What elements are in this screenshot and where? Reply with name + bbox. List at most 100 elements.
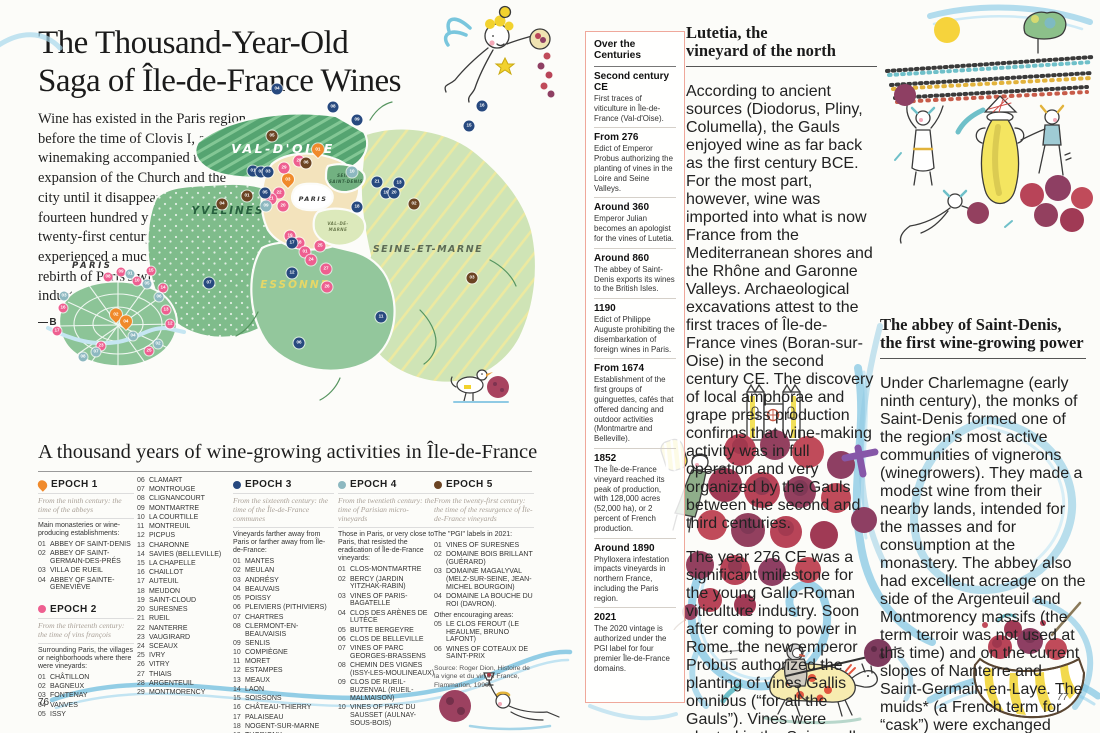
epoch-dot-icon	[338, 480, 346, 489]
epoch-4-list: 01 CLOS-MONTMARTRE 02 BERCY (JARDIN YITZHAK…	[338, 566, 435, 727]
timeline-entry: 1852 The Île-de-France vineyard reached …	[594, 449, 676, 539]
article-title: Lutetia, the vineyard of the north	[686, 23, 836, 61]
list-item: 01 VINES OF SURESNES	[434, 541, 520, 549]
list-item: 10 LA COURTILLE	[137, 513, 199, 521]
list-item: 06 CLAMART	[137, 477, 183, 484]
article-abbey: The abbey of Saint-Denis, the first wine…	[880, 315, 1086, 733]
list-item: 21 RUEIL	[137, 615, 170, 623]
list-item: 03 VILLA DE RUEIL	[38, 567, 103, 575]
list-item: 01 CHÂTILLON	[38, 673, 90, 681]
timeline-date: From 1674	[594, 363, 645, 375]
list-item: 19THORIGNY	[233, 732, 334, 733]
epoch-1-header: EPOCH 1	[35, 477, 134, 492]
epoch-1-description: Main monasteries or wine-producing estab…	[38, 521, 121, 538]
list-item: 04 DOMAINE LA BOUCHE DU ROI (DAVRON).	[434, 593, 533, 608]
timeline-text: Edict of Philippe Auguste prohibiting th…	[594, 315, 675, 354]
list-item: 20 SURESNES	[137, 606, 188, 614]
timeline-text: Emperor Julian becomes an apologist for …	[594, 214, 674, 243]
epoch-column-2: 06 CLAMART 07 MONTROUGE 08 CLIGNANCOURT 09 MONT…	[137, 477, 232, 698]
timeline-entry: Around 360 Emperor Julian becomes an apo…	[594, 198, 676, 249]
epoch-5-label: EPOCH 5	[446, 479, 493, 490]
list-item: 01 ABBEY OF SAINT-DENIS	[38, 541, 131, 549]
epoch-column-4: EPOCH 4 From the twentieth century: the …	[338, 477, 435, 729]
epoch-3-period: From the sixteenth century: the time of …	[233, 493, 334, 528]
list-item: 03 ANDRÉSY	[233, 576, 279, 584]
region-label-yvelines: YVELINES	[191, 205, 264, 217]
timeline-date: Around 860	[594, 252, 650, 264]
list-item: 15 SOISSONS	[233, 695, 282, 703]
list-item: 13 MEAUX	[233, 676, 270, 684]
list-item: 02 MEULAN	[233, 567, 275, 575]
list-item: 24 SCEAUX	[137, 642, 178, 650]
list-item: 27 THIAIS	[137, 670, 172, 678]
article-lutetia: Lutetia, the vineyard of the north Accor…	[686, 23, 877, 733]
list-item: 13 CHARONNE	[137, 541, 190, 549]
list-item: 04 BEAUVAIS	[233, 585, 280, 593]
list-item: 02 BERCY (JARDIN YITZHAK-RABIN)	[338, 575, 406, 591]
article-rule	[880, 357, 1086, 359]
timeline-date: 1852	[594, 452, 617, 464]
list-item: 05 BUTTE BERGEYRE	[338, 626, 414, 634]
epoch-5-header: EPOCH 5	[434, 479, 534, 490]
region-label-paris: PARIS	[299, 195, 328, 203]
article-title: The abbey of Saint-Denis, the first wine…	[880, 315, 1084, 353]
list-item: 29 MONTMORENCY	[137, 689, 206, 697]
ep och-2-list-continued: 06 CLAMART 07 MONTROUGE 08 CLIGNANCOURT 09 MONT…	[137, 477, 232, 697]
page-number-right: 77	[1057, 692, 1069, 703]
gauls-amphora-illustration	[885, 11, 1095, 244]
epoch-1-period: From the ninth century: the time of the …	[38, 493, 134, 519]
list-item: 23 VAUGIRARD	[137, 633, 191, 641]
page-title-line1: The Thousand-Year-Old	[38, 25, 349, 61]
epoch-5-other-label: Other encouraging areas:	[434, 611, 514, 619]
epoch-4-period: From the twentieth century: the time of …	[338, 493, 435, 528]
timeline-text: First traces of viticulture in Île-de-Fr…	[594, 94, 664, 123]
region-label-seine-et-marne: SEINE-ET-MARNE	[373, 244, 483, 255]
section-rule	[38, 471, 532, 472]
list-item: 28 ARGENTEUIL	[137, 679, 194, 687]
timeline-entry: From 1674 Establishment of the first gro…	[594, 359, 676, 449]
list-item: 04 CLOS DES ARÈNES DE LUTÈCE	[338, 609, 428, 625]
list-item: 17 PALAISEAU	[233, 713, 284, 721]
list-item: 18 MEUDON	[137, 587, 181, 595]
seine-river	[46, 325, 186, 346]
timeline-date: Around 360	[594, 202, 650, 214]
list-item: 04 VANVES	[38, 701, 78, 709]
epoch-4-header: EPOCH 4	[338, 479, 435, 490]
epoch-column-1: EPOCH 1 From the ninth century: the time…	[35, 477, 134, 720]
list-item: 14 LAON	[233, 685, 265, 693]
list-item: 11 MONTREUIL	[137, 523, 191, 531]
list-item: 16 CHÂTEAU-THIERRY	[233, 704, 312, 712]
epoch-5-list: 01 VINES OF SURESNES 02 DOMAINE BOIS BRILLA…	[434, 542, 534, 609]
timeline-date: Second century CE	[594, 71, 670, 93]
list-item: 16 CHAILLOT	[137, 569, 184, 577]
epoch-2-list: 01 CHÂTILLON 02 BAGNEUX 03 FONTENAY 04 VANVES 05…	[38, 674, 134, 719]
timeline-entry: 2021 The 2020 vintage is authorized unde…	[594, 608, 676, 677]
list-item: 08 CLERMONT-EN-BEAUVAISIS	[233, 622, 299, 638]
timeline-date: 2021	[594, 612, 617, 624]
timeline-panel: Over the Centuries Second century CE Fir…	[585, 31, 685, 703]
list-item: 09 SENLIS	[233, 639, 270, 647]
epoch-2-label: EPOCH 2	[50, 603, 97, 615]
list-item: 25 IVRY	[137, 652, 166, 660]
timeline-date: From 276	[594, 132, 639, 144]
list-item: 01 CLOS-MONTMARTRE	[338, 566, 422, 574]
list-item: 07 VINES OF PARC GEORGES-BRASSENS	[338, 645, 426, 660]
region-label-vdm-2: MARNE	[329, 227, 348, 232]
source-note: Source: Roger Dion, Histoire de la vigne…	[434, 665, 530, 689]
region-paris	[291, 182, 334, 212]
list-item: 18 NOGENT-SUR-MARNE	[233, 722, 320, 730]
paragraph: The year 276 CE was a significant milest…	[686, 548, 876, 733]
timeline-text: The 2020 vintage is authorized under the…	[594, 624, 670, 673]
epoch-dot-icon	[434, 480, 442, 489]
timeline-text: Establishment of the first groups of gui…	[594, 375, 674, 444]
epoch-4-label: EPOCH 4	[350, 479, 397, 490]
section-title: A thousand years of wine-growing activit…	[38, 441, 538, 463]
timeline-date: Around 1890	[594, 542, 655, 554]
epoch-5-description: The "PGI" labels in 2021:	[434, 530, 513, 538]
epoch-5-other-list: 05 LE CLOS FEROUT (LE HEAULME, BRUNO LAFO…	[434, 621, 534, 662]
region-essonne	[250, 240, 396, 372]
epoch-column-5: EPOCH 5 From the twenty-first century: t…	[434, 477, 534, 690]
list-item: 06 WINES OF COTEAUX DE SAINT-PRIX	[434, 645, 529, 661]
list-item: 08 CHEMIN DES VIGNES (ISSY-LES-MOULINEAUX…	[338, 662, 435, 677]
